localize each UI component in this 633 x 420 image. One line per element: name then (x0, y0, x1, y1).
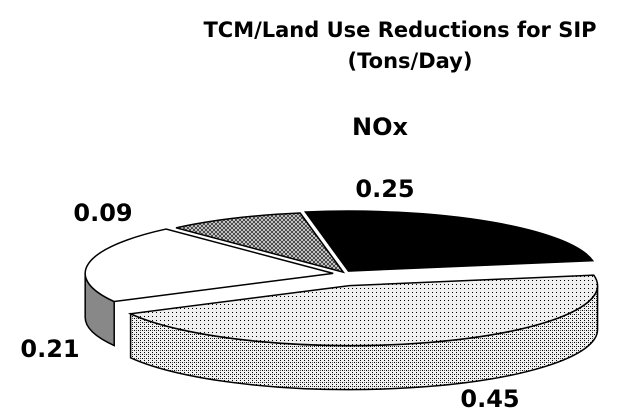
data-label: 0.25 (355, 175, 414, 203)
slice (175, 212, 346, 274)
chart-title: (Tons/Day) (348, 49, 473, 73)
chart-subtitle: NOx (352, 113, 408, 141)
slice (127, 274, 599, 347)
data-label: 0.45 (460, 385, 519, 413)
slice (303, 210, 595, 272)
chart-title: TCM/Land Use Reductions for SIP (203, 18, 596, 42)
data-label: 0.21 (20, 335, 79, 363)
data-label: 0.09 (73, 199, 132, 227)
slice (84, 228, 334, 303)
